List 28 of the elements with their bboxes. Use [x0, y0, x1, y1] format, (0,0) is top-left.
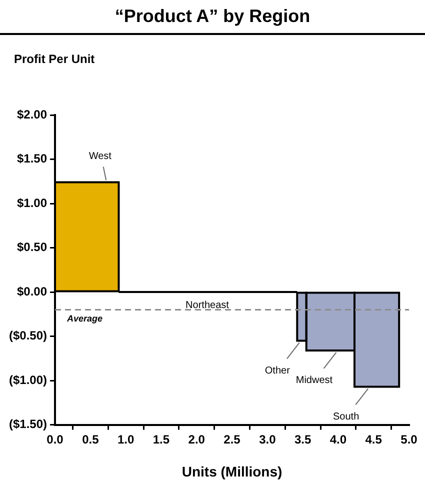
x-tick-label: 0.0 [46, 432, 64, 446]
x-tick-label: 1.0 [117, 432, 134, 446]
y-tick-label: $0.50 [16, 240, 48, 254]
x-tick-label: 5.0 [400, 432, 418, 446]
chart-title: “Product A” by Region [0, 6, 425, 35]
y-tick-label: ($0.50) [8, 328, 48, 343]
x-axis-title: Units (Millions) [182, 463, 282, 480]
x-tick-label: 0.5 [82, 432, 100, 446]
y-axis-title: Profit Per Unit [14, 52, 95, 66]
y-tick-label: $0.00 [16, 284, 48, 298]
y-tick-label: ($1.50) [8, 417, 48, 432]
x-tick-label: 1.5 [152, 432, 170, 446]
y-tick-label: $1.00 [16, 196, 48, 210]
x-tick-label: 2.0 [188, 432, 206, 446]
x-tick-label: 4.0 [330, 432, 347, 446]
y-tick-label: $2.00 [16, 107, 48, 122]
x-tick-label: 3.0 [259, 432, 276, 446]
ref-line-label: Average [66, 314, 103, 324]
x-tick-label: 3.5 [294, 432, 312, 446]
annotation: Midwest [296, 375, 333, 386]
annotation: Other [264, 365, 291, 376]
x-tick-label: 2.5 [224, 432, 241, 446]
y-tick-label: $1.50 [16, 152, 48, 166]
annotation: South [332, 411, 360, 422]
annotation: Northeast [186, 300, 230, 311]
x-tick-label: 4.5 [365, 432, 382, 446]
annotation: West [88, 151, 112, 162]
y-tick-label: ($1.00) [8, 372, 48, 387]
